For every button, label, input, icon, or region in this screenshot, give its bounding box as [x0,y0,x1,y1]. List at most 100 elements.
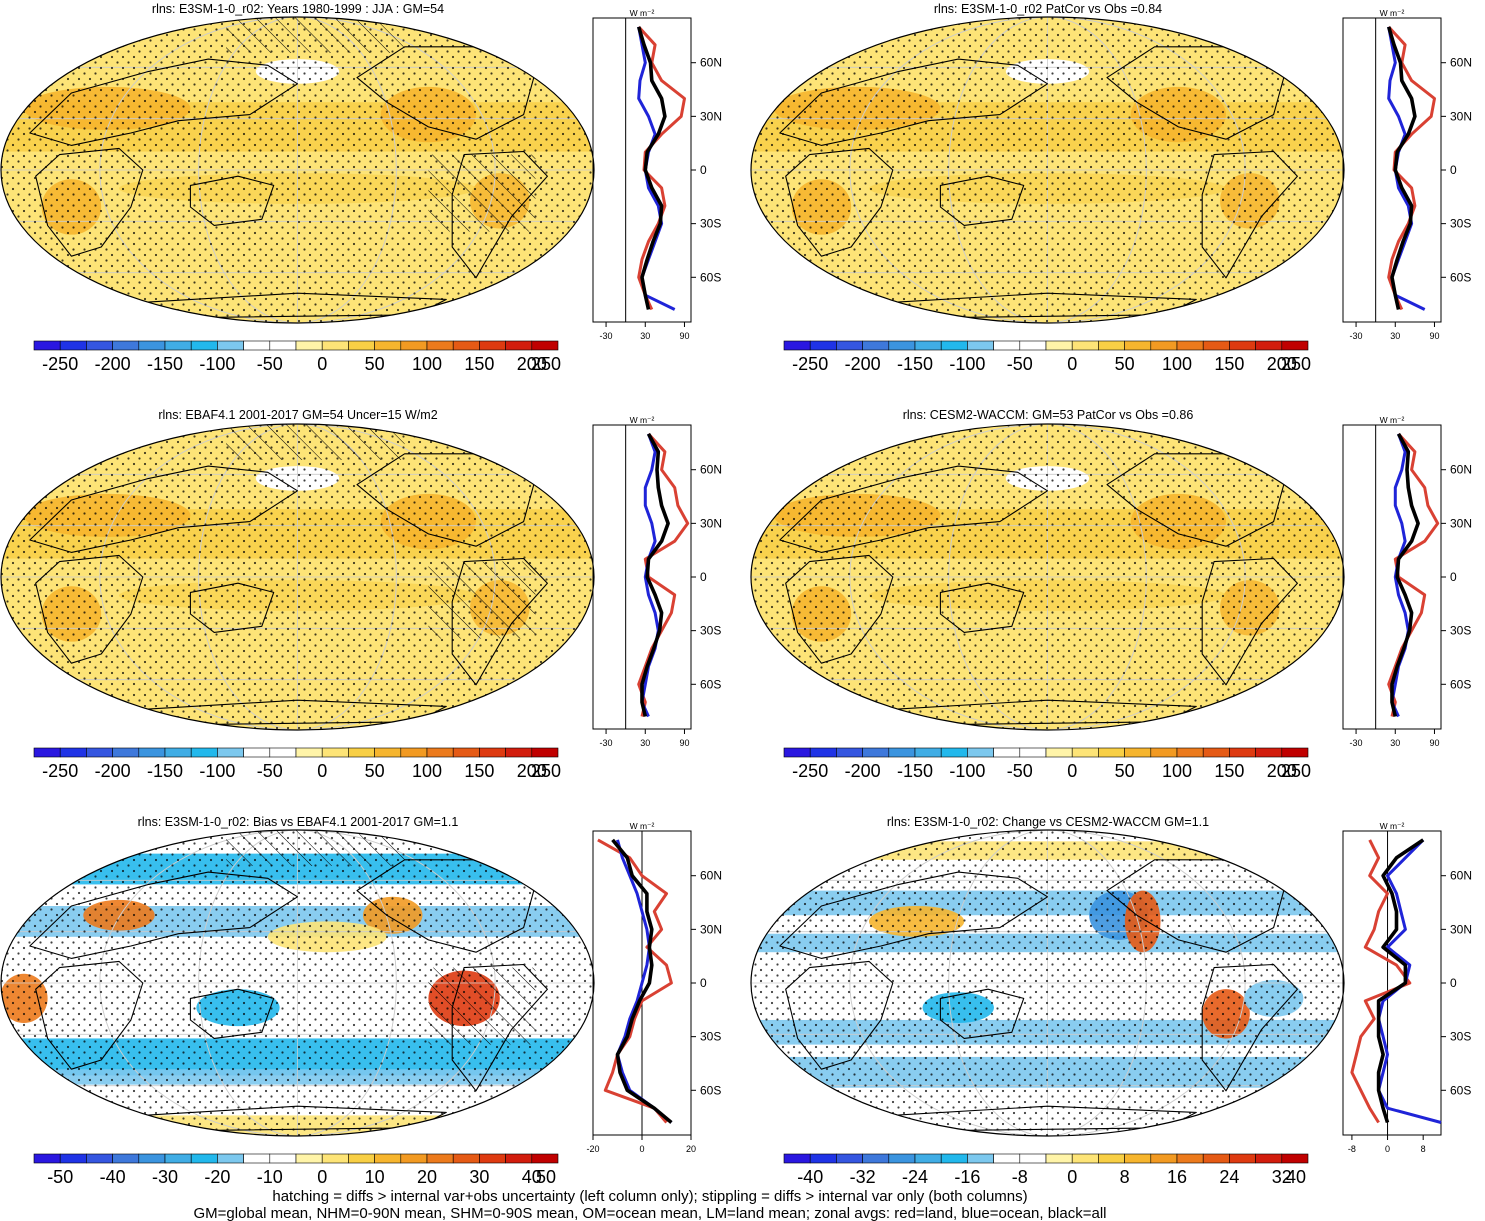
zonal-lat-label: 30N [1450,109,1472,123]
zonal-unit-label: W m⁻² [1380,8,1405,18]
coastline [356,453,537,547]
zonal-series-land [597,838,673,1124]
zonal-series-all [640,433,670,717]
colorbar-swatch [1098,340,1125,351]
colorbar-swatch [59,1153,87,1164]
colorbar-tick-label: -50 [1007,761,1033,781]
colorbar-tick-label: -50 [1007,354,1033,374]
map-stippling [751,830,1344,1136]
colorbar-tick-label: 0 [1067,354,1077,374]
colorbar-swatch [809,1153,837,1164]
map-outline [750,829,1345,1137]
zonal-x-label: -8 [1348,1144,1356,1154]
coastline [189,582,275,633]
colorbar-swatch [1202,1153,1230,1164]
map-panel-3 [1,424,594,730]
zonal-lat-label: 0 [1450,163,1457,177]
colorbar-tick-label: 250 [1281,761,1311,781]
map-stippling [751,17,1344,323]
colorbar-swatch [1229,1153,1256,1164]
colorbar-swatch [269,1153,297,1164]
colorbar-swatch [269,340,297,351]
colorbar-tick-label: 0 [317,354,327,374]
colorbar-swatch [967,1153,994,1164]
colorbar-swatch [1071,340,1099,351]
zonal-unit-label: W m⁻² [1380,821,1405,831]
colorbar-tick-label: 0 [317,1167,327,1187]
colorbar-tick-label: 250 [531,354,561,374]
colorbar-swatch [243,747,271,758]
colorbar-swatch [505,747,533,758]
colorbar-tick-label: -16 [954,1167,980,1187]
colorbar-swatch [86,747,113,758]
colorbar-swatch [348,747,375,758]
colorbar-swatch [940,340,968,351]
colorbar-tick-label: 50 [536,1167,556,1187]
zonal-lat-label: 0 [1450,570,1457,584]
colorbar-tick-label: -50 [257,354,283,374]
zonal-x-label: 30 [640,331,650,341]
coastline [35,147,144,257]
colorbar-swatch [940,1153,968,1164]
colorbar-swatch [1019,340,1047,351]
map-outline [0,16,595,324]
colorbar-swatch [1176,747,1204,758]
colorbar-tick-label: 0 [1067,761,1077,781]
colorbar-tick-label: 100 [412,761,442,781]
colorbar-swatch [1281,1153,1309,1164]
colorbar-swatch [217,747,244,758]
coastline [189,175,275,226]
coastline [35,554,144,664]
colorbar-swatch [164,340,192,351]
colorbar-swatch [1281,747,1309,758]
colorbar-tick-label: -150 [147,761,183,781]
colorbar-tick-label: 250 [1281,354,1311,374]
zonal-mean-plot-6: W m⁻² 60N 30N 0 30S 60S -8 0 8 [1342,821,1472,1154]
colorbar-swatch [1098,1153,1125,1164]
colorbar-swatch [1255,340,1283,351]
coastline [29,58,299,146]
zonal-series-ocean [616,839,673,1124]
footer-note-hatching: hatching = diffs > internal var+obs unce… [272,1188,1028,1205]
map-panel-6 [751,830,1344,1136]
colorbar-swatch [1045,340,1073,351]
colorbar-tick-label: 200 [517,354,547,374]
colorbar-swatch [321,747,349,758]
colorbar-swatch [269,747,297,758]
colorbar-swatch [531,340,559,351]
colorbar-swatch [295,1153,323,1164]
colorbar-tick-label: 200 [1267,354,1297,374]
colorbar-tick-label: 100 [412,354,442,374]
colorbar-swatch [112,340,140,351]
colorbar-tick-label: -150 [897,761,933,781]
colorbar-swatch [505,340,533,351]
colorbar-swatch [914,747,942,758]
coastline [29,465,299,553]
zonal-x-label: -20 [586,1144,599,1154]
colorbar-tick-label: -100 [949,761,985,781]
zonal-lat-label: 30N [700,109,722,123]
zonal-series-all [636,26,667,310]
colorbar-swatch [914,1153,942,1164]
zonal-lat-label: 60N [700,463,722,477]
colorbar-tick-label: 200 [1267,761,1297,781]
colorbar-tick-label: 150 [1214,761,1244,781]
panel-title-3: rlns: EBAF4.1 2001-2017 GM=54 Uncer=15 W… [158,408,438,422]
map-hatching [428,967,536,1045]
coastline [451,963,548,1092]
zonal-x-label: 30 [1390,331,1400,341]
colorbar-swatch [1202,747,1230,758]
panel-title-1: rlns: E3SM-1-0_r02: Years 1980-1999 : JJ… [151,2,445,16]
colorbar-swatch [426,1153,454,1164]
colorbar-swatch [33,1153,61,1164]
colorbar-tick-label: 50 [1115,354,1135,374]
colorbar-tick-label: -30 [152,1167,178,1187]
colorbar-swatch [138,747,166,758]
map-hatching [226,830,405,866]
colorbar-tick-label: 50 [1115,761,1135,781]
coastline [785,960,894,1070]
panel-title-6: rlns: E3SM-1-0_r02: Change vs CESM2-WACC… [886,815,1210,829]
colorbar-tick-label: 10 [365,1167,385,1187]
